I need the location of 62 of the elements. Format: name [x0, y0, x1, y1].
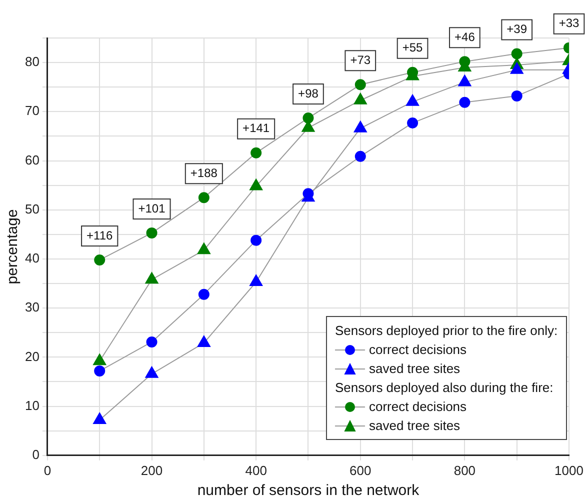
- y-tick-label: 20: [24, 348, 40, 364]
- point: [197, 335, 210, 347]
- y-axis-title: percentage: [4, 209, 22, 284]
- legend-label: correct decisions: [369, 398, 467, 416]
- point: [145, 366, 158, 378]
- annotation: +141: [242, 121, 270, 136]
- y-tick-label: 30: [24, 300, 40, 315]
- legend-label: correct decisions: [369, 341, 467, 360]
- point: [354, 79, 366, 90]
- point: [146, 227, 158, 238]
- annotation: +116: [86, 228, 114, 242]
- y-tick-label: 80: [24, 54, 40, 70]
- y-tick-label: 50: [24, 201, 40, 216]
- point: [94, 365, 106, 376]
- point: [94, 254, 106, 266]
- x-tick-label: 200: [140, 462, 163, 478]
- point: [93, 412, 106, 424]
- point: [510, 62, 524, 74]
- point: [250, 147, 262, 158]
- annotation: +98: [298, 86, 319, 100]
- annotation: +73: [350, 52, 371, 67]
- point: [459, 56, 470, 68]
- annotation: +188: [190, 166, 218, 180]
- annotation: +55: [402, 40, 424, 55]
- point: [459, 96, 470, 108]
- y-tick-label: 70: [24, 103, 40, 118]
- point: [458, 74, 472, 86]
- point: [406, 94, 420, 106]
- point: [302, 112, 314, 124]
- x-tick-label: 1000: [554, 462, 584, 478]
- y-tick-label: 0: [32, 446, 40, 462]
- point: [407, 117, 418, 128]
- point: [511, 48, 522, 60]
- y-tick-label: 40: [24, 250, 40, 266]
- point: [354, 92, 367, 104]
- point: [354, 120, 367, 132]
- point: [511, 90, 522, 102]
- legend-label: saved tree sites: [369, 417, 460, 436]
- point: [198, 192, 210, 204]
- point: [250, 234, 262, 246]
- point: [250, 178, 263, 190]
- x-tick-label: 800: [454, 462, 476, 478]
- point: [250, 274, 263, 286]
- x-tick-label: 0: [44, 462, 52, 478]
- annotation: +33: [558, 16, 580, 30]
- annotation: Sensors deployed prior to the fire only:: [335, 322, 558, 340]
- annotation: +39: [506, 22, 528, 36]
- point: [354, 150, 366, 162]
- point: [145, 272, 158, 284]
- x-tick-label: 600: [350, 462, 372, 478]
- legend-label: saved tree sites: [369, 360, 460, 378]
- y-tick-label: 60: [24, 152, 40, 168]
- annotation: +101: [138, 201, 166, 216]
- point: [146, 336, 158, 348]
- x-tick-label: 400: [245, 462, 267, 478]
- annotation: +46: [454, 30, 476, 44]
- point: [93, 354, 106, 366]
- point: [197, 242, 210, 254]
- x-axis-title: number of sensors in the network: [197, 482, 420, 500]
- annotation: Sensors deployed also during the fire:: [335, 379, 554, 398]
- y-tick-label: 10: [24, 398, 40, 413]
- point: [198, 288, 210, 300]
